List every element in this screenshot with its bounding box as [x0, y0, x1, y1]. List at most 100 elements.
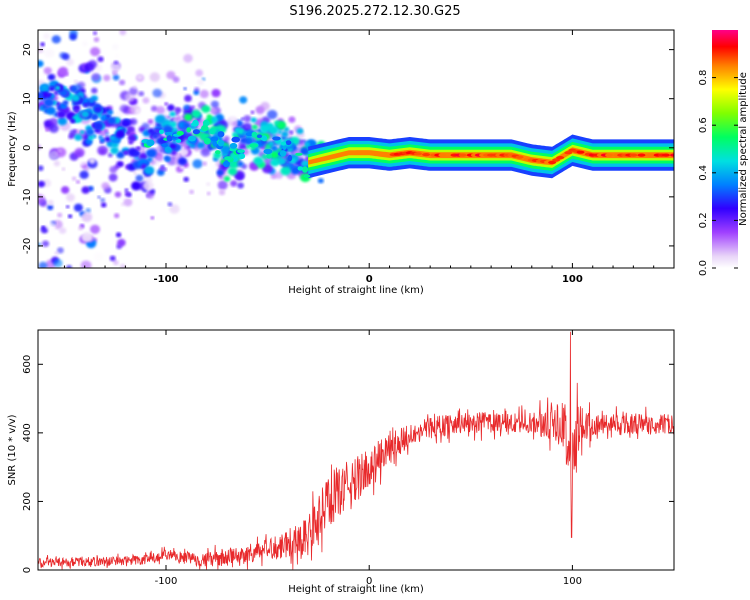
spectrogram-cell [135, 108, 141, 114]
spectrogram-cell [281, 131, 289, 138]
spectrogram-cell [267, 109, 278, 120]
spectrogram-cell [115, 232, 122, 238]
spectrogram-cell [58, 66, 69, 76]
spectrogram-patch [146, 139, 155, 147]
spectrogram-cell [123, 150, 129, 156]
spectrogram-hotspot [548, 160, 557, 165]
spectrogram-patch [245, 132, 254, 137]
spectrogram-cell [57, 247, 64, 254]
spectrogram-patch [212, 140, 218, 147]
spectrogram-cell [71, 94, 80, 102]
spectrogram-cell [49, 124, 59, 133]
spectrogram-cell [183, 111, 187, 115]
spectrogram-cell [210, 100, 219, 109]
spectrogram-cell [107, 116, 116, 125]
spectrogram-patch [295, 152, 303, 156]
spectrogram-cell [250, 117, 257, 123]
spectrogram-cell [48, 117, 59, 127]
spectrogram-cell [116, 151, 125, 159]
spectrogram-cell [110, 146, 119, 155]
spectrogram-cell [183, 87, 187, 91]
spectrogram-cell [217, 180, 228, 190]
spectrogram-cell [119, 104, 129, 114]
snr-y-ticks: 0 200 400 600 [22, 355, 674, 573]
snr-x-tick-label: -100 [155, 576, 178, 587]
snr-x-tick-label: 100 [563, 576, 582, 587]
spectrogram-patch [261, 135, 268, 142]
spectrogram-cell [149, 72, 160, 82]
spectrogram-cell [47, 74, 55, 81]
spectrogram-cell [93, 105, 103, 114]
spectrogram-patch [217, 131, 225, 138]
spectrogram-patch [249, 143, 259, 148]
spectrogram-patch [263, 148, 273, 155]
spectrogram-cell [68, 134, 74, 140]
spectrogram-cell [55, 85, 61, 91]
spectrogram-cell [209, 107, 217, 114]
spectrogram-cell [156, 155, 164, 162]
colorbar-gradient [712, 30, 738, 268]
spectrogram-cell [111, 43, 119, 50]
spectrogram-cell [112, 69, 119, 75]
spectrogram-cell [154, 114, 166, 124]
spectrogram-cell [119, 30, 127, 36]
spectrogram-cell [237, 161, 244, 167]
spectrogram-cell [156, 106, 166, 115]
spectrogram-y-tick-label: 20 [22, 43, 33, 56]
spectrogram-cell [163, 155, 170, 161]
spectrogram-cell [277, 157, 287, 166]
spectrogram-cell [81, 40, 89, 47]
spectrogram-cell [147, 128, 155, 134]
spectrogram-cell [113, 111, 123, 120]
spectrogram-cell [93, 121, 104, 130]
spectrogram-patch [237, 149, 245, 153]
spectrogram-cell [255, 105, 265, 115]
spectrogram-cell [130, 118, 138, 125]
spectrogram-patch [279, 150, 287, 157]
spectrogram-hotspot [629, 153, 638, 157]
spectrogram-cell [120, 119, 131, 128]
colorbar: 0.0 0.2 0.4 0.6 0.8 Normalized spectral ampl… [698, 30, 749, 276]
spectrogram-cell [54, 251, 59, 255]
spectrogram-cell [237, 182, 245, 189]
snr-y-tick-label: 400 [22, 423, 33, 442]
spectrogram-cell [114, 213, 120, 219]
spectrogram-cell [114, 191, 122, 198]
snr-frame [37, 329, 675, 571]
spectrogram-patch [203, 137, 211, 145]
spectrogram-patch [280, 141, 287, 146]
spectrogram-cell [317, 178, 324, 184]
spectrogram-cell [93, 251, 104, 262]
spectrogram-cell [57, 117, 68, 126]
spectrogram-cell [91, 113, 99, 120]
spectrogram-cell [289, 130, 294, 134]
spectrogram-cell [253, 156, 264, 165]
spectrogram-cell [136, 146, 141, 151]
spectrogram-cell [195, 69, 204, 77]
colorbar-tick-label: 0.6 [698, 117, 709, 133]
spectrogram-cell [60, 186, 70, 194]
spectrogram-cell [280, 166, 291, 176]
spectrogram-cell [91, 73, 101, 81]
spectrogram-x-tick-label: -100 [153, 274, 178, 285]
spectrogram-cell [116, 161, 124, 168]
spectrogram-cell [69, 33, 77, 41]
spectrogram-cell [180, 165, 184, 170]
spectrogram-patch [231, 136, 240, 143]
spectrogram-cell [38, 242, 41, 247]
spectrogram-cell [283, 126, 290, 132]
spectrogram-hotspot [422, 153, 431, 157]
spectrogram-cell [211, 165, 218, 172]
spectrogram-cell [230, 180, 238, 187]
spectrogram-cell [124, 188, 129, 192]
spectrogram-patch [297, 166, 304, 171]
spectrogram-cell [51, 35, 61, 44]
spectrogram-cell [202, 161, 207, 166]
spectrogram-patch [217, 140, 225, 147]
spectrogram-cell [270, 158, 280, 167]
spectrogram-cell [38, 194, 45, 204]
spectrogram-cell [169, 111, 176, 117]
spectrogram-cell [260, 124, 270, 133]
spectrogram-cell [152, 134, 158, 139]
